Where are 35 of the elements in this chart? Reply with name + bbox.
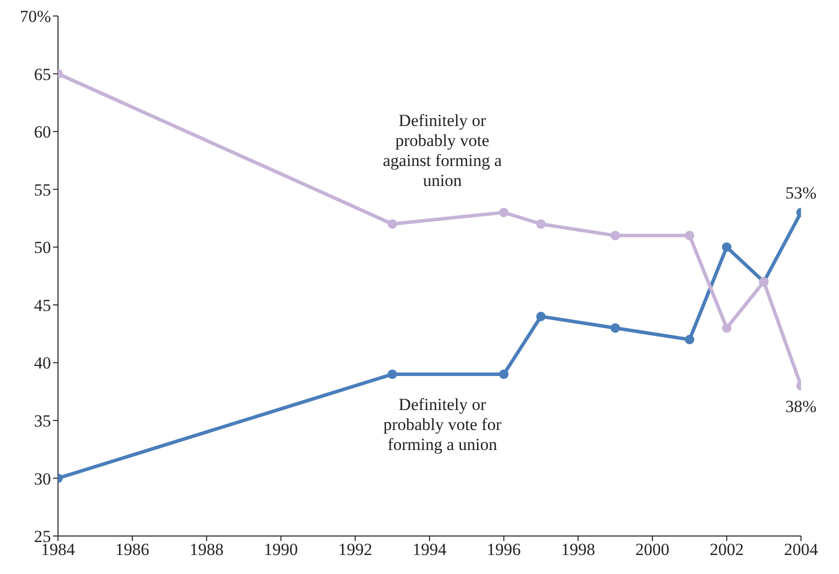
point — [499, 208, 509, 218]
point — [610, 230, 620, 240]
y-tick-label: 35 — [34, 411, 51, 430]
x-tick-label: 1998 — [561, 540, 596, 560]
x-tick-label: 1992 — [338, 540, 372, 560]
point — [722, 242, 732, 252]
x-tick-label: 1994 — [412, 540, 447, 560]
point — [388, 369, 398, 379]
y-tick-label: 60 — [34, 122, 51, 142]
point — [610, 323, 620, 333]
y-tick-label: 65 — [34, 64, 51, 84]
point — [499, 369, 509, 379]
y-tick-label: 30 — [34, 469, 51, 488]
data-label: 53% — [785, 183, 817, 202]
x-tick-label: 2002 — [710, 540, 744, 560]
series-label: Definitely or probably vote for forming a union — [383, 395, 502, 454]
point — [536, 312, 546, 322]
y-tick-label: 50 — [34, 238, 51, 258]
x-tick-label: 1990 — [264, 540, 298, 560]
x-tick-label: 1988 — [190, 540, 224, 560]
y-tick-label: 40 — [34, 354, 51, 373]
data-label: 38% — [785, 396, 817, 416]
x-tick-label: 1996 — [486, 540, 521, 560]
y-tick-label: 70% — [20, 7, 51, 26]
point — [722, 323, 732, 333]
y-tick-label: 55 — [34, 180, 51, 200]
y-tick-label: 45 — [34, 296, 51, 315]
point — [684, 334, 694, 344]
x-tick-label: 2004 — [784, 540, 818, 560]
point — [388, 219, 398, 229]
point — [536, 219, 546, 229]
x-tick-label: 1986 — [115, 540, 150, 560]
x-tick-label: 2000 — [635, 540, 670, 560]
point — [684, 230, 694, 240]
series-label: Definitely or probably vote against forming a union — [382, 111, 502, 190]
